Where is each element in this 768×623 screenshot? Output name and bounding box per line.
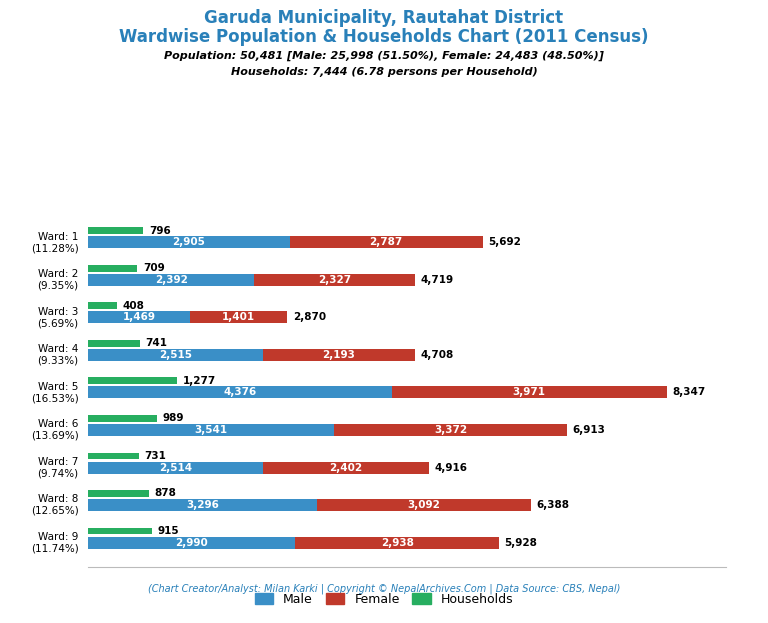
Bar xyxy=(190,312,287,323)
Bar xyxy=(88,227,144,234)
Bar xyxy=(88,386,392,399)
Text: 2,990: 2,990 xyxy=(176,538,208,548)
Bar xyxy=(88,499,316,511)
Text: 1,277: 1,277 xyxy=(182,376,216,386)
Text: 3,296: 3,296 xyxy=(186,500,219,510)
Bar xyxy=(263,349,415,361)
Text: Garuda Municipality, Rautahat District: Garuda Municipality, Rautahat District xyxy=(204,9,564,27)
Bar xyxy=(254,274,415,286)
Text: 4,708: 4,708 xyxy=(420,350,453,360)
Text: 4,719: 4,719 xyxy=(421,275,454,285)
Bar xyxy=(333,424,568,436)
Text: (Chart Creator/Analyst: Milan Karki | Copyright © NepalArchives.Com | Data Sourc: (Chart Creator/Analyst: Milan Karki | Co… xyxy=(147,584,621,594)
Text: 6,388: 6,388 xyxy=(537,500,569,510)
Legend: Male, Female, Households: Male, Female, Households xyxy=(250,587,518,611)
Text: 2,327: 2,327 xyxy=(318,275,351,285)
Bar xyxy=(290,237,483,249)
Text: 2,514: 2,514 xyxy=(159,462,192,472)
Text: 2,515: 2,515 xyxy=(159,350,192,360)
Text: 3,971: 3,971 xyxy=(512,388,545,397)
Bar xyxy=(88,237,290,249)
Bar xyxy=(88,536,296,548)
Text: 915: 915 xyxy=(157,526,179,536)
Bar xyxy=(88,490,149,497)
Text: Households: 7,444 (6.78 persons per Household): Households: 7,444 (6.78 persons per Hous… xyxy=(230,67,538,77)
Text: 989: 989 xyxy=(162,414,184,424)
Text: 1,401: 1,401 xyxy=(222,313,255,323)
Bar xyxy=(88,274,254,286)
Text: 1,469: 1,469 xyxy=(123,313,156,323)
Text: 2,193: 2,193 xyxy=(322,350,355,360)
Text: 3,541: 3,541 xyxy=(194,425,227,435)
Text: 8,347: 8,347 xyxy=(672,388,706,397)
Bar xyxy=(88,415,157,422)
Bar xyxy=(88,312,190,323)
Text: Population: 50,481 [Male: 25,998 (51.50%), Female: 24,483 (48.50%)]: Population: 50,481 [Male: 25,998 (51.50%… xyxy=(164,51,604,61)
Text: 741: 741 xyxy=(145,338,167,348)
Text: 796: 796 xyxy=(149,226,170,235)
Text: 5,692: 5,692 xyxy=(488,237,521,247)
Text: 5,928: 5,928 xyxy=(505,538,538,548)
Bar xyxy=(88,378,177,384)
Text: 2,402: 2,402 xyxy=(329,462,362,472)
Text: 709: 709 xyxy=(143,264,165,273)
Text: 2,787: 2,787 xyxy=(369,237,402,247)
Bar xyxy=(296,536,499,548)
Bar xyxy=(263,462,429,473)
Text: 2,938: 2,938 xyxy=(381,538,414,548)
Text: Wardwise Population & Households Chart (2011 Census): Wardwise Population & Households Chart (… xyxy=(119,28,649,46)
Text: 3,372: 3,372 xyxy=(434,425,467,435)
Bar xyxy=(88,424,333,436)
Text: 2,905: 2,905 xyxy=(173,237,205,247)
Bar xyxy=(88,265,137,272)
Bar xyxy=(88,340,140,347)
Bar xyxy=(88,349,263,361)
Text: 3,092: 3,092 xyxy=(407,500,440,510)
Bar xyxy=(88,302,117,309)
Text: 6,913: 6,913 xyxy=(573,425,606,435)
Bar xyxy=(88,528,152,535)
Text: 2,392: 2,392 xyxy=(154,275,187,285)
Bar xyxy=(316,499,531,511)
Text: 408: 408 xyxy=(122,301,144,311)
Text: 878: 878 xyxy=(154,488,177,498)
Text: 731: 731 xyxy=(144,451,167,461)
Bar xyxy=(392,386,667,399)
Text: 4,916: 4,916 xyxy=(435,462,468,472)
Bar xyxy=(88,452,139,459)
Text: 2,870: 2,870 xyxy=(293,313,326,323)
Bar xyxy=(88,462,263,473)
Text: 4,376: 4,376 xyxy=(223,388,257,397)
